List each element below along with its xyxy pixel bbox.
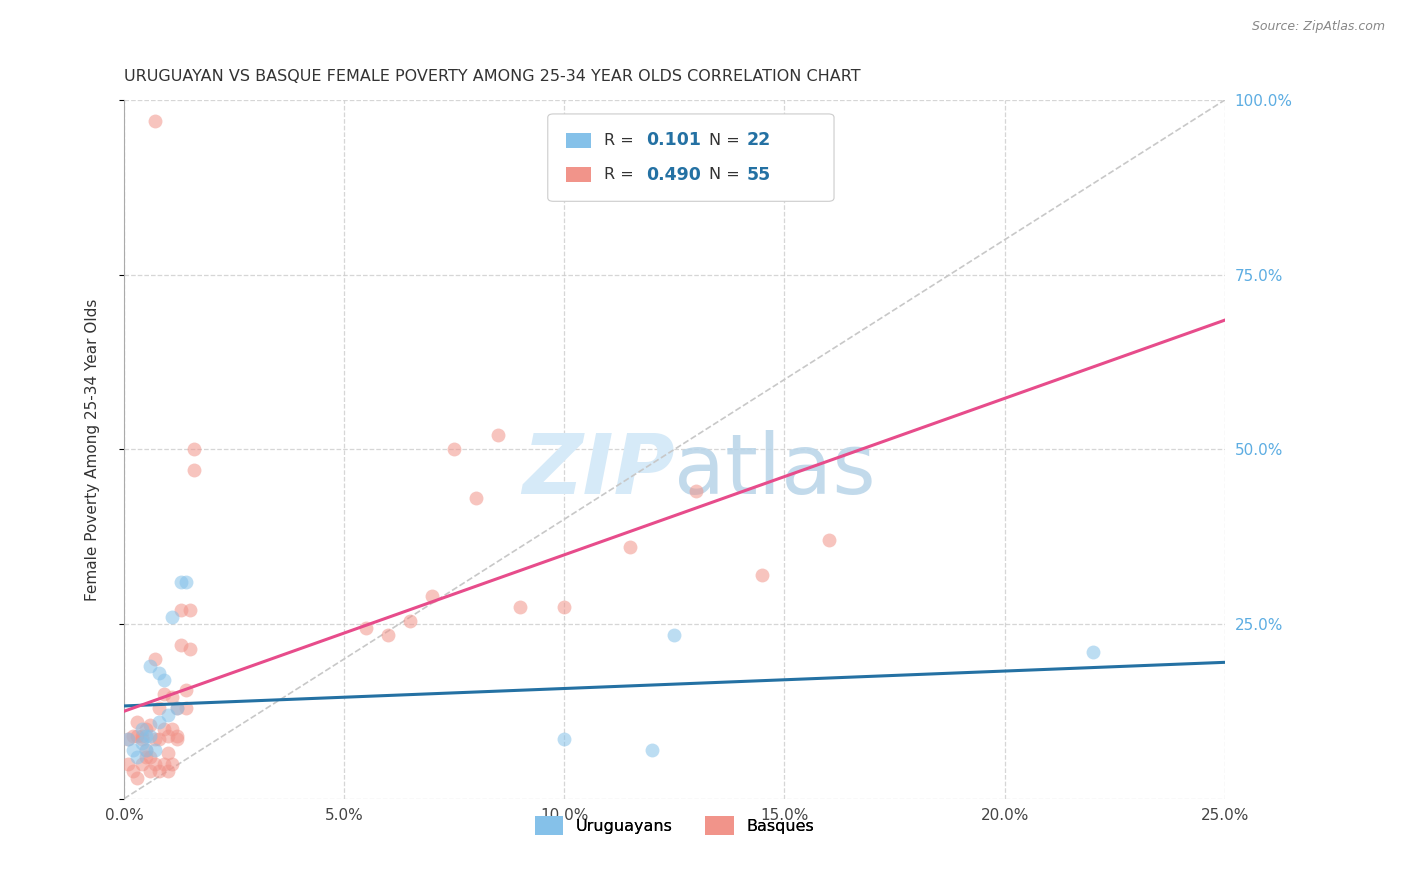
Point [486,428,509,442]
Point [121,764,143,778]
Point [377,627,399,641]
Point [131,732,153,747]
Text: Source: ZipAtlas.com: Source: ZipAtlas.com [1251,20,1385,33]
Point [420,589,443,603]
Point [817,533,839,548]
Point [1081,645,1104,659]
Point [751,568,773,582]
Point [156,747,179,761]
Text: URUGUAYAN VS BASQUE FEMALE POVERTY AMONG 25-34 YEAR OLDS CORRELATION CHART: URUGUAYAN VS BASQUE FEMALE POVERTY AMONG… [124,69,860,84]
FancyBboxPatch shape [567,133,591,148]
Point [135,729,157,743]
FancyBboxPatch shape [567,167,591,183]
Point [117,732,139,747]
Point [131,736,153,750]
Point [641,743,664,757]
Point [135,722,157,736]
Point [139,749,162,764]
Point [162,722,184,736]
Point [148,714,170,729]
Point [170,603,193,617]
Text: 0.490: 0.490 [645,166,700,184]
Point [127,749,149,764]
FancyBboxPatch shape [548,114,834,202]
Point [148,665,170,680]
Point [135,749,157,764]
Point [143,743,166,757]
Text: ZIP: ZIP [522,430,675,511]
Point [117,732,139,747]
Point [166,701,188,715]
Point [399,614,422,628]
Point [127,714,149,729]
Point [156,707,179,722]
Point [131,756,153,771]
Point [443,442,465,457]
Point [619,540,641,554]
Point [174,683,197,698]
Text: R =: R = [605,167,638,182]
Legend: Uruguayans, Basques: Uruguayans, Basques [527,808,823,843]
Point [685,484,707,499]
Point [143,732,166,747]
Text: 22: 22 [747,131,772,150]
Text: N =: N = [709,167,744,182]
Point [553,599,575,614]
Point [148,732,170,747]
Point [143,114,166,128]
Point [127,771,149,785]
Point [166,729,188,743]
Point [152,722,174,736]
Point [156,729,179,743]
Point [183,463,205,477]
Point [162,610,184,624]
Point [174,701,197,715]
Point [121,743,143,757]
Point [152,756,174,771]
Point [174,575,197,590]
Point [179,603,201,617]
Text: N =: N = [709,133,744,148]
Point [162,690,184,705]
Point [121,729,143,743]
Point [117,756,139,771]
Point [183,442,205,457]
Point [354,621,377,635]
Point [139,764,162,778]
Point [162,756,184,771]
Point [166,701,188,715]
Text: R =: R = [605,133,638,148]
Point [131,729,153,743]
Point [135,743,157,757]
Point [139,718,162,732]
Text: 55: 55 [747,166,772,184]
Point [135,743,157,757]
Point [127,729,149,743]
Point [664,627,686,641]
Point [152,687,174,701]
Y-axis label: Female Poverty Among 25-34 Year Olds: Female Poverty Among 25-34 Year Olds [86,298,100,600]
Point [553,732,575,747]
Point [166,732,188,747]
Text: 0.101: 0.101 [645,131,700,150]
Point [148,764,170,778]
Text: atlas: atlas [675,430,876,511]
Point [148,701,170,715]
Point [170,638,193,652]
Point [170,575,193,590]
Point [179,641,201,656]
Point [139,729,162,743]
Point [143,652,166,666]
Point [509,599,531,614]
Point [465,491,488,506]
Point [131,722,153,736]
Point [139,659,162,673]
Point [152,673,174,687]
Point [156,764,179,778]
Point [143,756,166,771]
